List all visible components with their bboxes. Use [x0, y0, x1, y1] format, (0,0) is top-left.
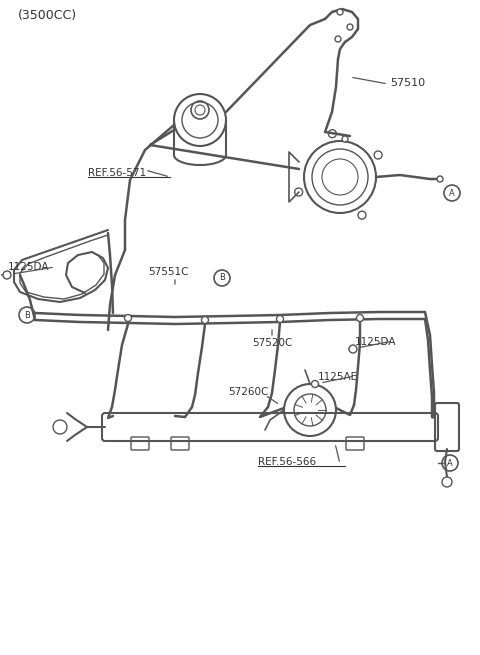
Text: 57551C: 57551C: [148, 267, 189, 277]
Text: 57510: 57510: [390, 78, 425, 88]
Circle shape: [202, 316, 208, 324]
Text: 57520C: 57520C: [252, 338, 292, 348]
Circle shape: [442, 477, 452, 487]
Text: A: A: [449, 189, 455, 198]
Text: REF.56-566: REF.56-566: [258, 457, 316, 467]
Circle shape: [124, 314, 132, 322]
Text: (3500CC): (3500CC): [18, 9, 77, 22]
Text: B: B: [24, 310, 30, 320]
Circle shape: [357, 314, 363, 322]
Circle shape: [335, 36, 341, 42]
Circle shape: [53, 420, 67, 434]
Text: A: A: [447, 458, 453, 468]
Circle shape: [337, 9, 343, 15]
Text: 57260C: 57260C: [228, 387, 268, 397]
Circle shape: [276, 316, 284, 322]
Circle shape: [3, 271, 11, 279]
Text: B: B: [219, 274, 225, 282]
Text: 1125DA: 1125DA: [355, 337, 396, 347]
Circle shape: [437, 176, 443, 182]
Text: REF.56-571: REF.56-571: [88, 168, 146, 178]
Circle shape: [312, 381, 319, 388]
Circle shape: [347, 24, 353, 30]
Text: 1125DA: 1125DA: [8, 262, 49, 272]
Circle shape: [349, 345, 357, 353]
Text: 1125AE: 1125AE: [318, 372, 358, 382]
Circle shape: [342, 136, 348, 142]
